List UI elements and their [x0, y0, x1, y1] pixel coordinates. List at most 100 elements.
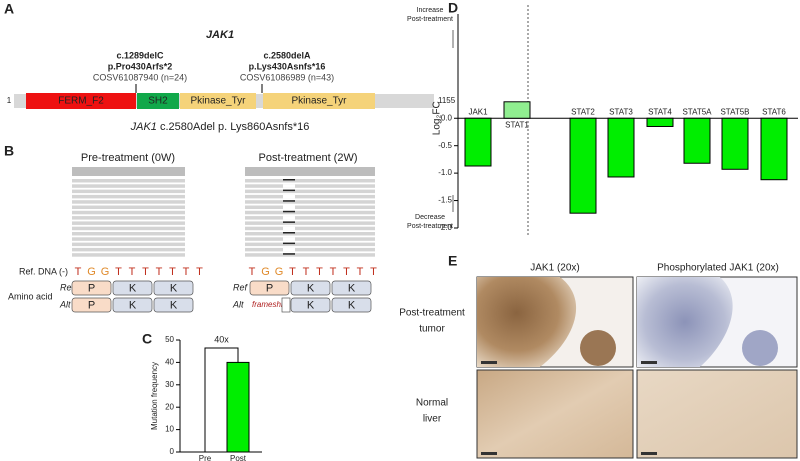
read [72, 216, 185, 220]
deletion [283, 253, 295, 255]
ref-label: Ref [60, 282, 76, 292]
bar [226, 361, 250, 453]
aa-box [112, 297, 153, 313]
ref-dna-label: Ref. DNA (-) [19, 266, 68, 276]
micrographs [476, 276, 798, 459]
y-tick-label: -1.5 [438, 196, 452, 205]
gene-title: JAK1 [206, 29, 234, 41]
post-title: Post-treatment (2W) [258, 152, 357, 164]
x-tick-label: STAT6 [762, 107, 786, 116]
deletion [283, 210, 295, 213]
y-tick-label: 0.0 [441, 113, 453, 122]
bar [569, 117, 597, 214]
base: T [289, 266, 296, 278]
base: T [183, 266, 190, 278]
read [245, 242, 375, 247]
direction-label: Post-treatment [407, 223, 453, 230]
tissue [477, 277, 577, 367]
read [245, 184, 375, 188]
row-label: Normal [416, 398, 448, 409]
y-tick-label: -0.5 [438, 141, 452, 150]
tissue [637, 277, 733, 367]
read [72, 210, 185, 215]
scale-bar [641, 361, 657, 364]
mutation-label: c.1289delC [116, 50, 164, 60]
panel-letter: B [4, 143, 14, 159]
panel-letter: A [4, 1, 14, 17]
read [245, 221, 375, 225]
read [72, 179, 185, 183]
aa-label: P [88, 282, 95, 294]
end-label: 1155 [438, 96, 456, 105]
y-tick-label: -2.0 [438, 223, 452, 232]
domain [263, 93, 375, 109]
aa-box [290, 280, 331, 296]
read [72, 189, 185, 194]
scale-bar [481, 361, 497, 364]
y-tick-label: 30 [165, 380, 174, 389]
y-tick-label: 40 [165, 358, 174, 367]
base: T [196, 266, 203, 278]
aa-label: K [129, 282, 137, 294]
read [72, 253, 185, 257]
base: T [330, 266, 337, 278]
micrograph [636, 369, 798, 459]
read [245, 194, 375, 199]
base: T [75, 266, 82, 278]
read [72, 205, 185, 209]
alt-label: Alt [232, 299, 244, 309]
row-label: tumor [419, 324, 445, 335]
bar [721, 117, 749, 170]
domain [26, 93, 136, 109]
aa-label: K [348, 299, 356, 311]
aa-label: K [129, 299, 137, 311]
x-tick-label: STAT1 [505, 120, 529, 129]
deletion [283, 242, 295, 245]
aa-box [112, 280, 153, 296]
aa-label: K [170, 282, 178, 294]
ref-label: Ref [233, 282, 249, 292]
bar [464, 117, 492, 167]
tissue [580, 330, 616, 366]
aa-box [71, 297, 112, 313]
deletion [283, 200, 295, 202]
scale-bar [481, 452, 497, 455]
annotation: 40x [214, 334, 229, 344]
read [245, 216, 375, 220]
aa-label: K [170, 299, 178, 311]
y-axis-label: Mutation frequency [150, 362, 159, 430]
aa-box [249, 280, 290, 296]
base: T [316, 266, 323, 278]
x-tick-label: STAT5A [682, 107, 712, 116]
aa-box [331, 297, 372, 313]
frameshift-label: frameshift [252, 300, 288, 309]
row-label: liver [423, 414, 442, 425]
read [72, 242, 185, 247]
y-tick-label: 20 [165, 402, 174, 411]
read [245, 200, 375, 204]
deletion [283, 221, 295, 223]
panel-letter: E [448, 253, 457, 269]
column-header: Phosphorylated JAK1 (20x) [657, 263, 779, 274]
x-tick-label: Pre [199, 454, 212, 461]
y-tick-label: 50 [165, 335, 174, 344]
mutation-label: p.Pro430Arfs*2 [108, 61, 173, 71]
mutation-label: p.Lys430Asnfs*16 [249, 61, 326, 71]
bar [760, 117, 788, 181]
y-tick-label: 10 [165, 425, 174, 434]
base: T [129, 266, 136, 278]
mutation-label: c.2580delA [263, 50, 311, 60]
read [245, 253, 375, 257]
domain-label: FERM_F2 [58, 96, 104, 107]
y-tick-label: 0 [170, 447, 175, 456]
direction-label: Increase [417, 7, 444, 14]
deletion [283, 226, 295, 231]
domain [180, 93, 256, 109]
base: T [357, 266, 364, 278]
deletion [283, 232, 295, 234]
base: G [275, 266, 284, 278]
bar [646, 117, 674, 127]
base: T [370, 266, 377, 278]
bar [607, 117, 635, 178]
